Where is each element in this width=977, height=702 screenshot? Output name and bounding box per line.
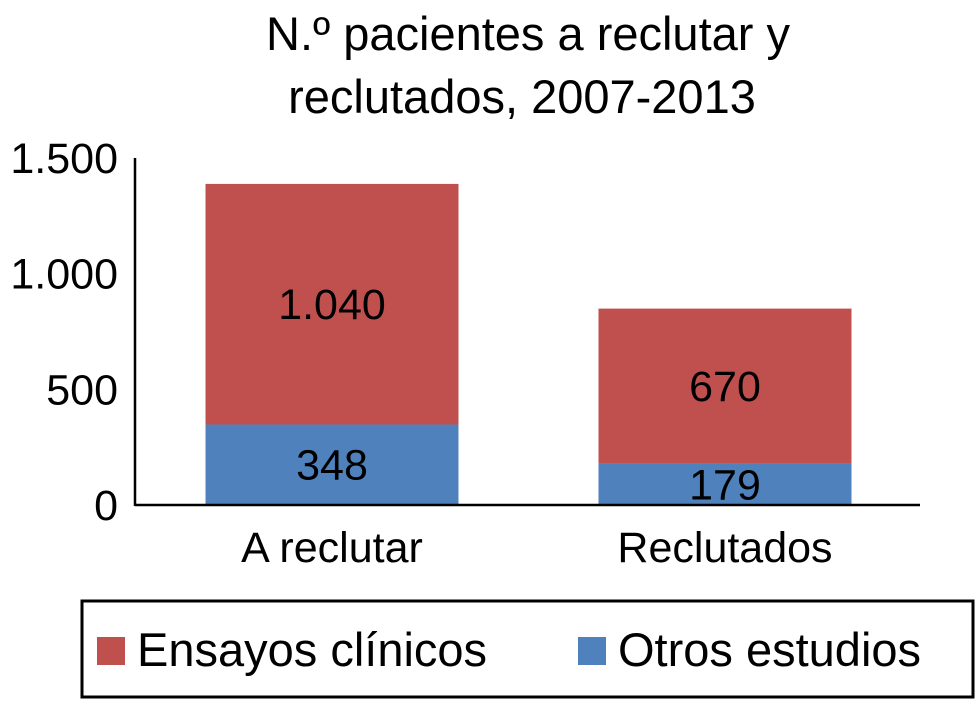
bar-segment: [205, 183, 459, 425]
data-label: 179: [689, 461, 761, 509]
x-category-label: Reclutados: [617, 524, 832, 572]
value-labels-group: 348 1.040 179 670: [278, 281, 761, 509]
bar-segment: [598, 463, 852, 505]
bar-segment: [205, 424, 459, 505]
bar-segment: [598, 308, 852, 464]
data-label: 348: [296, 442, 368, 490]
data-label: 670: [689, 363, 761, 411]
y-tick-label: 1.000: [10, 251, 118, 299]
chart-title-line-2: reclutados, 2007-2013: [288, 70, 756, 123]
y-tick-label: 500: [46, 366, 118, 414]
legend-label: Ensayos clínicos: [137, 623, 487, 676]
legend-swatch: [97, 637, 125, 665]
legend: Ensayos clínicos Otros estudios: [80, 599, 975, 699]
bars-group: [205, 183, 852, 505]
y-axis-tick-labels: 0 500 1.000 1.500: [10, 135, 118, 530]
y-tick-label: 0: [94, 482, 118, 530]
x-category-label: A reclutar: [241, 524, 423, 572]
y-tick-label: 1.500: [10, 135, 118, 183]
legend-box: [80, 599, 975, 699]
chart-title-line-1: N.º pacientes a reclutar y: [266, 7, 790, 60]
legend-swatch: [578, 637, 606, 665]
x-axis-category-labels: A reclutar Reclutados: [241, 524, 832, 572]
legend-label: Otros estudios: [618, 623, 921, 676]
data-label: 1.040: [278, 281, 386, 329]
